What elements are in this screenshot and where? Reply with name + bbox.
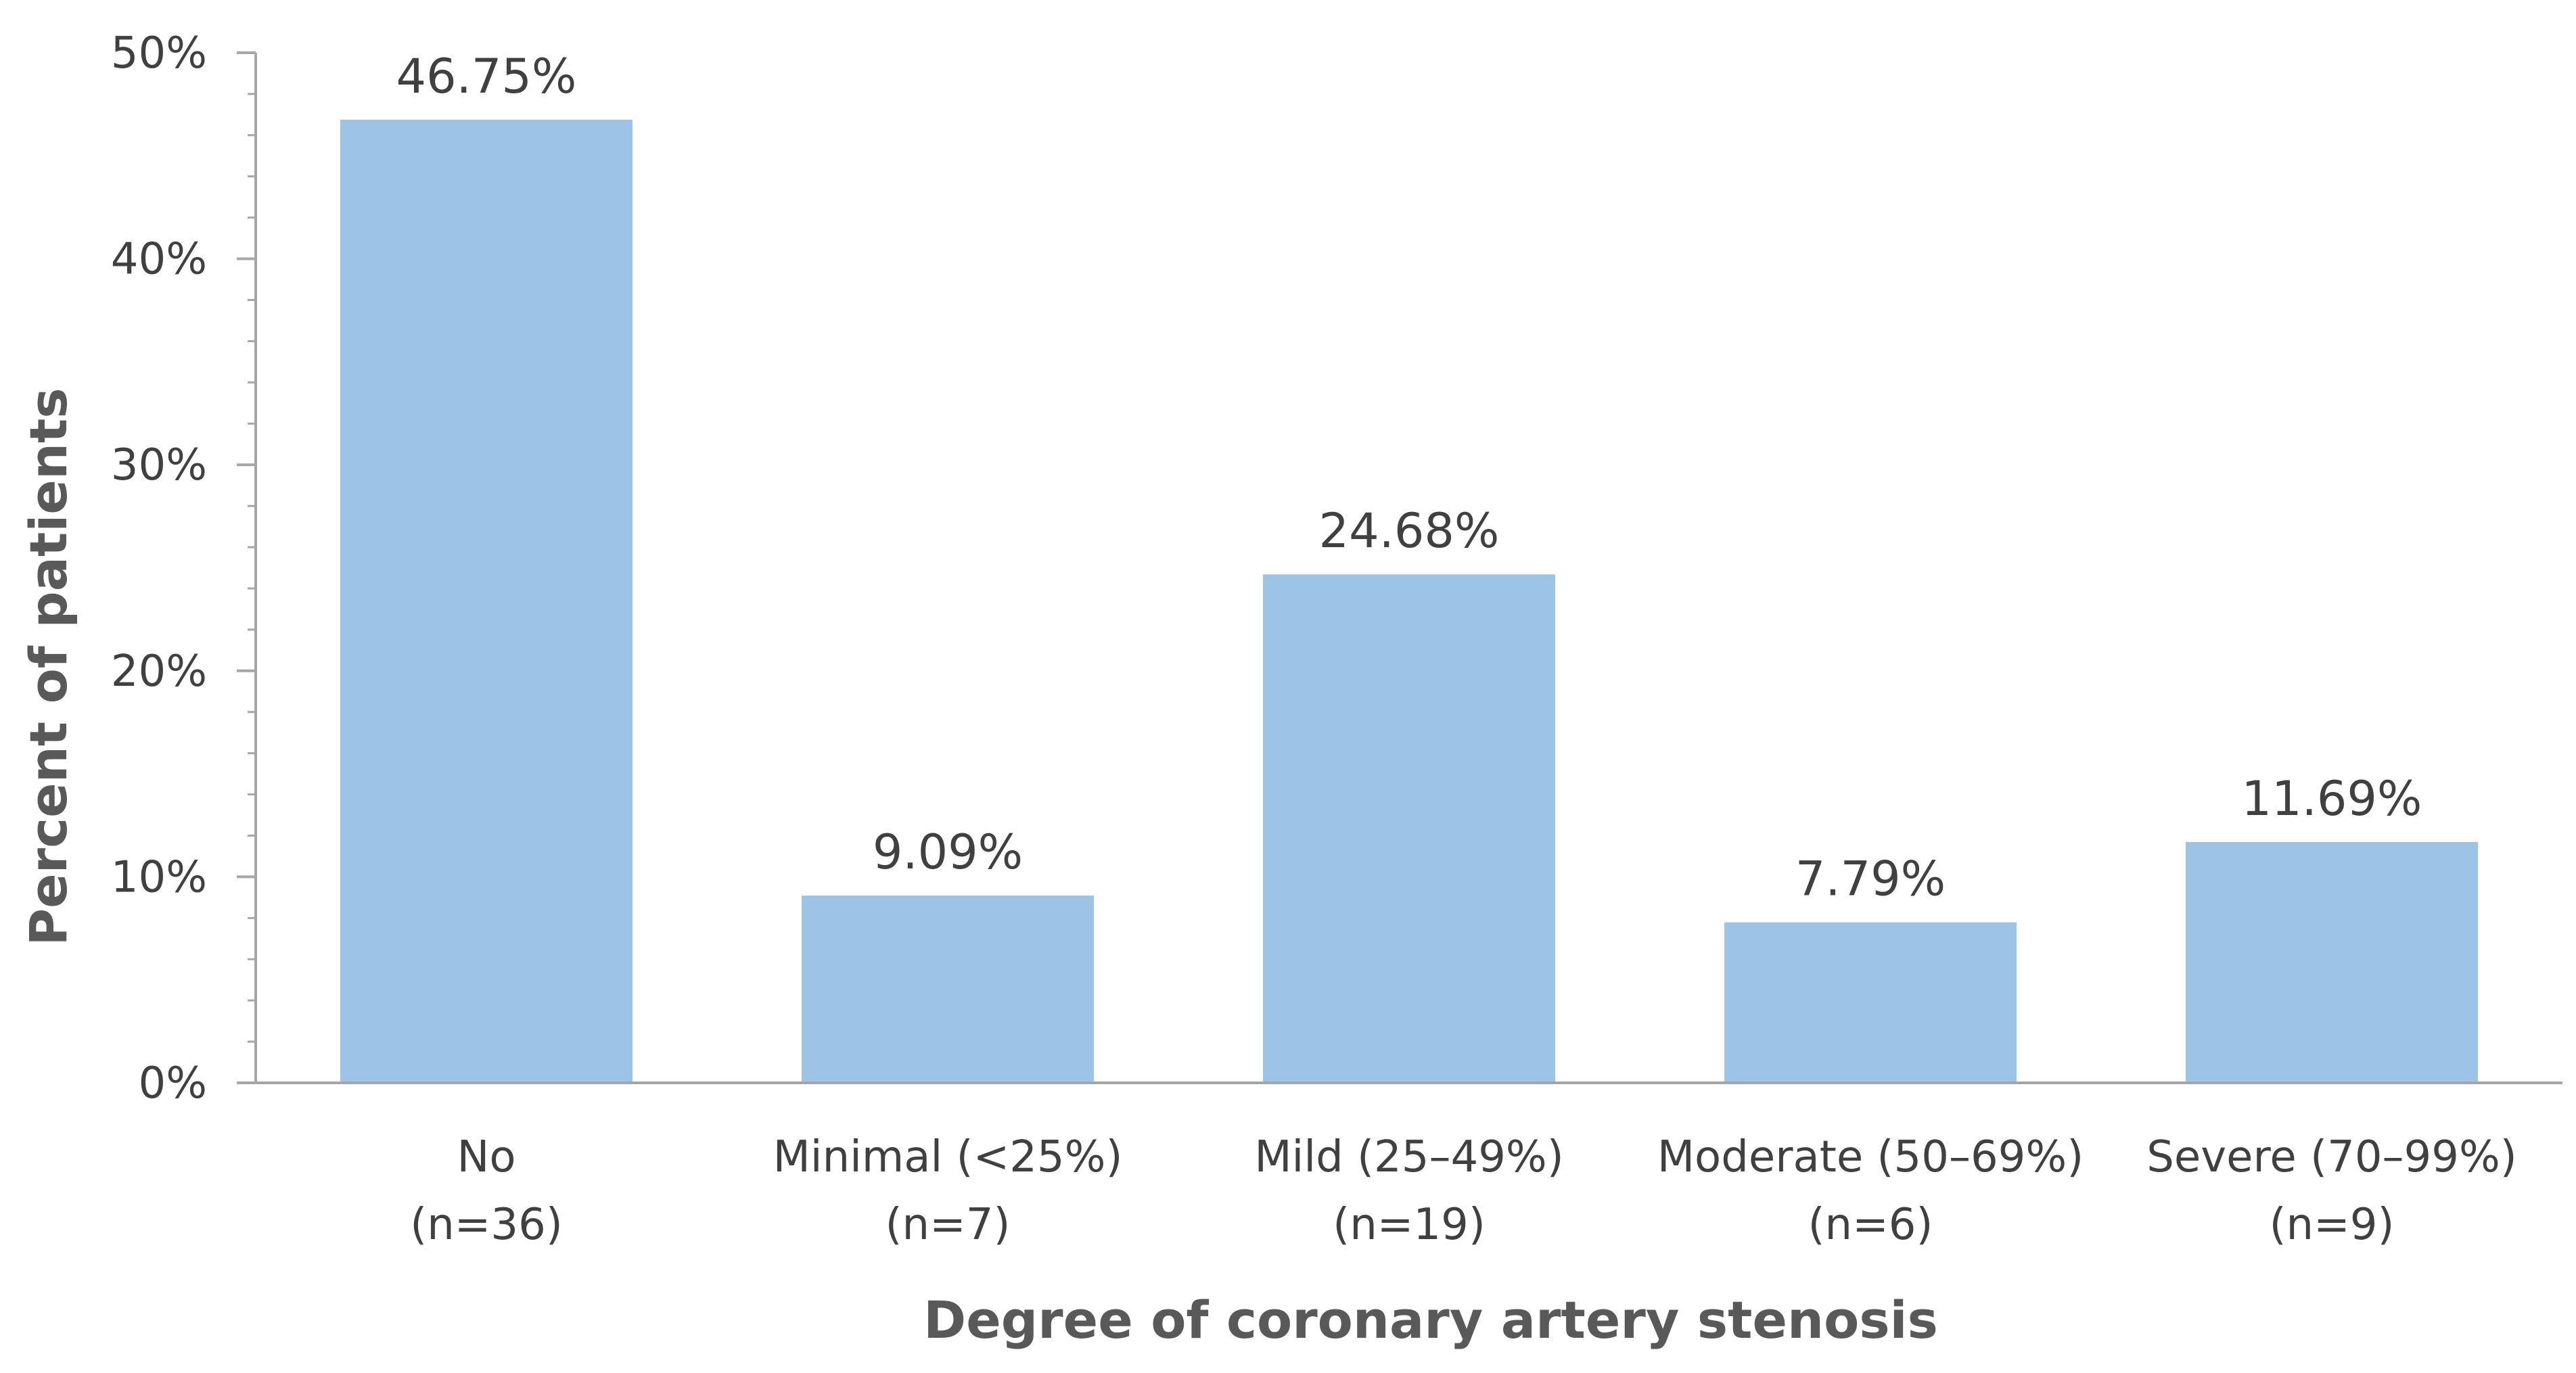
x-tick-label-count: (n=9) bbox=[2270, 1200, 2395, 1250]
data-label: 7.79% bbox=[1795, 852, 1946, 907]
x-tick-label-count: (n=7) bbox=[886, 1200, 1011, 1250]
x-axis-title: Degree of coronary artery stenosis bbox=[923, 1290, 1938, 1350]
x-tick-label: Severe (70–99%) bbox=[2146, 1132, 2517, 1182]
y-tick-label: 20% bbox=[111, 647, 207, 697]
data-label: 46.75% bbox=[396, 49, 577, 104]
y-tick-label: 0% bbox=[138, 1058, 207, 1109]
x-tick-label-count: (n=6) bbox=[1808, 1200, 1933, 1250]
bar bbox=[1724, 922, 2017, 1083]
bar bbox=[340, 119, 632, 1083]
y-tick-label: 40% bbox=[111, 235, 207, 285]
data-label: 11.69% bbox=[2242, 771, 2422, 827]
bar bbox=[802, 895, 1094, 1083]
x-tick-label-count: (n=36) bbox=[410, 1200, 563, 1250]
y-tick-label: 10% bbox=[111, 852, 207, 902]
x-tick-label: Moderate (50–69%) bbox=[1657, 1132, 2084, 1182]
y-tick-label: 30% bbox=[111, 440, 207, 490]
y-axis-title: Percent of patients bbox=[18, 388, 78, 946]
bar bbox=[1263, 574, 1555, 1083]
y-axis: 0% 10% 20% 30% 40% 50% bbox=[111, 28, 257, 1109]
x-tick-label: No bbox=[457, 1132, 515, 1182]
data-label: 9.09% bbox=[873, 824, 1023, 880]
bars-group bbox=[340, 119, 2478, 1083]
x-tick-label: Minimal (<25%) bbox=[773, 1132, 1123, 1182]
data-label: 24.68% bbox=[1319, 503, 1500, 559]
x-tick-labels-group: No (n=36) Minimal (<25%) (n=7) Mild (25–49%)… bbox=[410, 1132, 2517, 1250]
data-labels-group: 46.75% 9.09% 24.68% 7.79% 11.69% bbox=[396, 49, 2422, 907]
bar bbox=[2186, 841, 2478, 1083]
x-tick-label-count: (n=19) bbox=[1333, 1200, 1486, 1250]
y-tick-label: 50% bbox=[111, 28, 207, 78]
x-tick-label: Mild (25–49%) bbox=[1254, 1132, 1563, 1182]
